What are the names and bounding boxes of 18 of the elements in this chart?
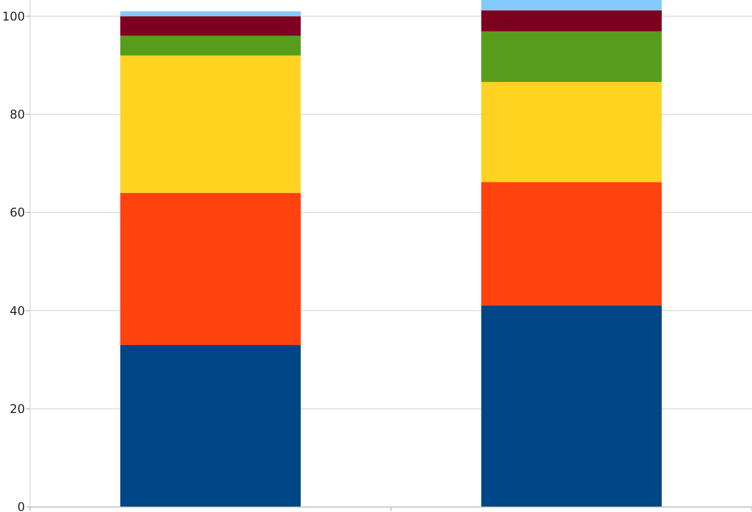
bar <box>481 182 662 306</box>
bar <box>120 16 301 36</box>
bar <box>481 31 662 82</box>
y-tick-label: 60 <box>10 206 25 220</box>
bar <box>120 192 301 346</box>
y-tick-label: 20 <box>10 402 25 416</box>
bar <box>120 36 301 56</box>
bar <box>120 11 301 16</box>
y-tick-label: 0 <box>17 500 25 512</box>
y-tick-label: 40 <box>10 304 25 318</box>
y-tick-label: 100 <box>2 9 25 24</box>
bar <box>120 345 301 507</box>
y-tick-label: 80 <box>10 108 25 122</box>
bar <box>481 10 662 32</box>
bar <box>481 0 662 10</box>
bar <box>481 82 662 182</box>
bar <box>481 305 662 507</box>
bar <box>120 55 301 193</box>
